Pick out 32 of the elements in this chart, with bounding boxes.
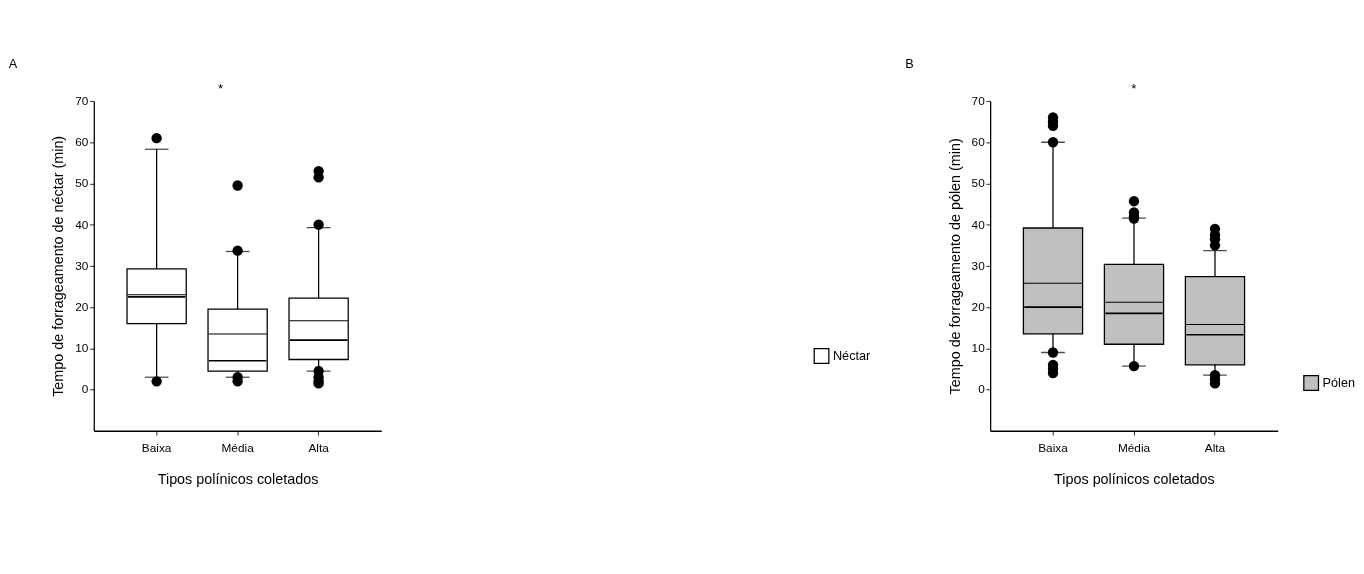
legend-label: Pólen bbox=[1322, 376, 1355, 391]
chart-title: B bbox=[905, 57, 914, 72]
text: * bbox=[1131, 81, 1138, 97]
y-tick-label: 60 bbox=[971, 135, 986, 150]
y-tick-label: 0 bbox=[81, 382, 89, 397]
y-tick-label: 70 bbox=[75, 93, 89, 108]
y-tick-label: 50 bbox=[971, 176, 986, 191]
y-tick-label: 60 bbox=[75, 135, 89, 150]
y-tick-label: 30 bbox=[971, 258, 986, 273]
y-tick-label: 10 bbox=[75, 341, 89, 356]
y-tick-label: 40 bbox=[75, 217, 89, 232]
x-tick-label: Baixa bbox=[1038, 440, 1069, 455]
x-tick-label: Alta bbox=[308, 440, 330, 455]
x-axis-title: Tipos polínicos coletados bbox=[157, 470, 319, 487]
y-axis-title: Tempo de forrageamento de pólen (min) bbox=[946, 138, 963, 395]
x-tick-label: Alta bbox=[1204, 440, 1226, 455]
y-tick-label: 70 bbox=[971, 93, 986, 108]
y-tick-label: 20 bbox=[971, 299, 986, 314]
x-tick-label: Baixa bbox=[141, 440, 172, 455]
y-tick-label: 40 bbox=[971, 217, 986, 232]
text: * bbox=[218, 81, 225, 97]
y-tick-label: 0 bbox=[978, 382, 986, 397]
x-axis-title: Tipos polínicos coletados bbox=[1054, 470, 1215, 487]
x-tick-label: Média bbox=[221, 440, 255, 455]
chart-title: A bbox=[8, 57, 18, 72]
x-tick-label: Média bbox=[1117, 440, 1151, 455]
y-tick-label: 30 bbox=[75, 258, 89, 273]
y-tick-label: 10 bbox=[971, 341, 986, 356]
y-axis-title: Tempo de forrageamento de néctar (min) bbox=[50, 135, 67, 397]
legend-label: Néctar bbox=[832, 349, 872, 364]
y-tick-label: 20 bbox=[75, 299, 89, 314]
y-tick-label: 50 bbox=[75, 176, 89, 191]
